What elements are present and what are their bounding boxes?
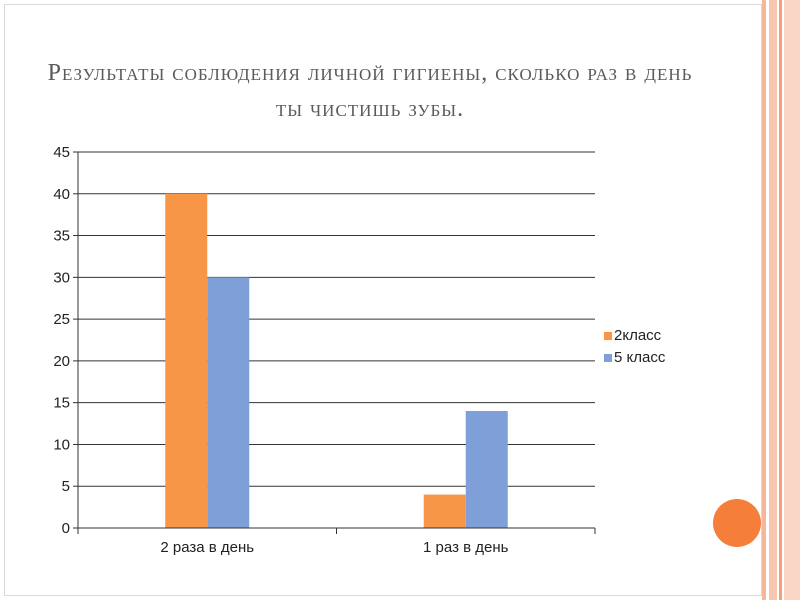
y-tick-label: 40 <box>53 186 70 203</box>
legend-swatch <box>604 354 612 362</box>
y-tick-label: 15 <box>53 395 70 412</box>
decor-stripe <box>784 0 800 600</box>
y-tick-label: 45 <box>53 144 70 161</box>
bar <box>423 494 466 528</box>
slide-title: Результаты соблюдения личной гигиены, ск… <box>47 60 693 122</box>
y-tick-label: 5 <box>62 478 70 495</box>
decor-circle <box>713 499 761 547</box>
legend-label: 2класс <box>614 327 662 344</box>
y-tick-label: 0 <box>62 520 70 537</box>
y-tick-label: 35 <box>53 228 70 245</box>
y-tick-label: 30 <box>53 269 70 286</box>
bar <box>207 277 250 528</box>
decor-stripe <box>769 0 777 600</box>
y-tick-label: 25 <box>53 311 70 328</box>
y-tick-label: 20 <box>53 353 70 370</box>
bar <box>465 411 508 528</box>
legend-label: 5 класс <box>614 349 666 366</box>
bar <box>165 193 208 528</box>
x-category-label: 2 раза в день <box>160 539 254 556</box>
decor-stripe <box>779 0 782 600</box>
legend-swatch <box>604 332 612 340</box>
decor-stripe <box>762 0 766 600</box>
x-category-label: 1 раз в день <box>423 539 509 556</box>
y-tick-label: 10 <box>53 436 70 453</box>
slide-frame <box>4 4 762 596</box>
